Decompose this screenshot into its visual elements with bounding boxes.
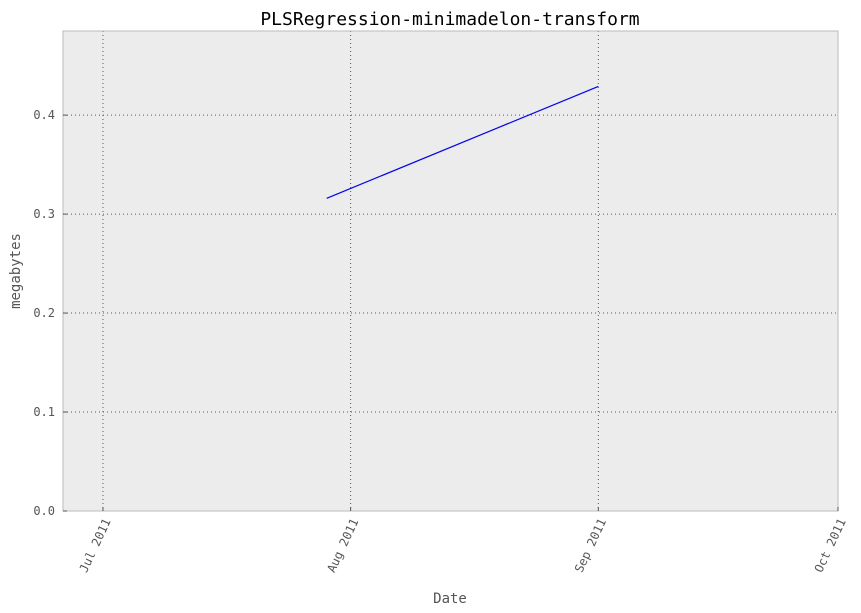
- x-tick-label: Aug 2011: [324, 516, 361, 574]
- x-axis-ticks: Jul 2011 Aug 2011 Sep 2011 Oct 2011: [77, 507, 849, 575]
- y-tick-label: 0.2: [33, 306, 55, 320]
- y-axis-label: megabytes: [8, 233, 24, 309]
- series-line: [326, 85, 599, 199]
- chart-title: PLSRegression-minimadelon-transform: [260, 9, 639, 30]
- x-tick-label: Jul 2011: [77, 516, 114, 574]
- plot-area: [63, 31, 838, 511]
- y-tick-label: 0.0: [33, 504, 55, 518]
- x-tick-label: Oct 2011: [812, 516, 849, 574]
- series-group: [326, 85, 599, 199]
- plot-frame: [62, 30, 839, 512]
- y-tick-label: 0.3: [33, 207, 55, 221]
- y-axis-ticks: 0.0 0.1 0.2 0.3 0.4: [33, 108, 67, 518]
- y-tick-label: 0.4: [33, 108, 55, 122]
- y-tick-label: 0.1: [33, 405, 55, 419]
- x-tick-label: Sep 2011: [572, 516, 609, 574]
- x-axis-label: Date: [433, 591, 467, 607]
